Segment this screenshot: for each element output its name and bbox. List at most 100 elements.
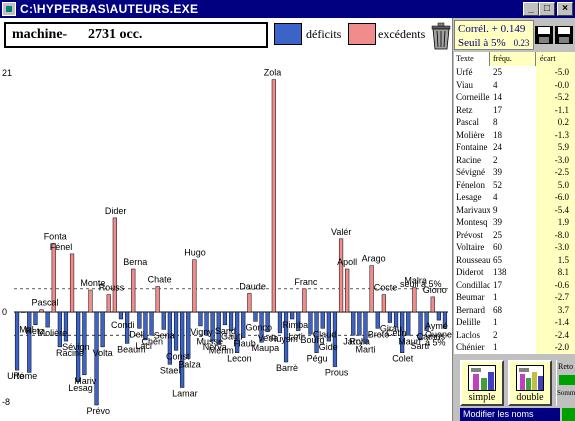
bar-barrès[interactable] [283, 311, 289, 363]
bar-lamartine[interactable] [180, 311, 185, 388]
bar-sand[interactable] [222, 311, 228, 326]
bar-sartre[interactable] [418, 311, 423, 341]
table-row[interactable]: Rousseau 65 1.5 [454, 253, 575, 266]
bar-jarry[interactable] [351, 311, 356, 336]
bar-daudet[interactable] [247, 293, 252, 313]
bar-queneau[interactable] [442, 311, 448, 329]
bar-aragon[interactable] [369, 265, 374, 313]
bar-viau[interactable] [21, 311, 26, 313]
table-row[interactable]: Chénier 1 -2.0 [454, 341, 575, 354]
bar-bourget[interactable] [308, 311, 313, 335]
bar-musset[interactable] [204, 311, 209, 336]
bar-montesq[interactable] [88, 289, 93, 313]
save-disk-icon[interactable] [534, 24, 554, 46]
bar-breton[interactable] [375, 311, 380, 329]
bar-vigny[interactable] [198, 311, 203, 327]
minimize-button[interactable]: _ [523, 2, 539, 16]
bar-malraux[interactable] [412, 287, 417, 313]
bar-céline[interactable] [393, 311, 399, 328]
bar-bernard[interactable] [131, 268, 136, 313]
bar-lesage[interactable] [76, 311, 81, 382]
bar-hugo[interactable] [192, 259, 197, 313]
bar-maupassant[interactable] [259, 311, 264, 343]
bar-péguy[interactable] [314, 311, 319, 353]
table-row[interactable]: Beumar 1 -2.7 [454, 291, 575, 304]
table-row[interactable]: Delille 1 -1.4 [454, 316, 575, 329]
bar-nerval[interactable] [210, 311, 215, 342]
bar-giraudoux[interactable] [387, 311, 393, 323]
bar-condillac[interactable] [118, 311, 124, 320]
bar-voltaire[interactable] [100, 311, 105, 348]
bar-senancour[interactable] [161, 311, 166, 330]
bar-corneille[interactable] [27, 311, 32, 373]
table-row[interactable]: Lesage 4 -6.0 [454, 191, 575, 204]
maximize-button[interactable]: □ [539, 2, 555, 16]
reto-button[interactable]: Reto Somma [556, 360, 575, 406]
bar-delille[interactable] [137, 311, 142, 329]
table-row[interactable]: Fénelon 52 5.0 [454, 178, 575, 191]
table-row[interactable]: Prévost 25 -8.0 [454, 228, 575, 241]
table-row[interactable]: Diderot 138 8.1 [454, 266, 575, 279]
bar-valéry[interactable] [338, 238, 344, 313]
table-row[interactable]: Laclos 2 -2.4 [454, 328, 575, 341]
table-row[interactable]: Sévigné 39 -2.5 [454, 166, 575, 179]
bar-pascal[interactable] [39, 309, 44, 313]
bar-rimbaud[interactable] [290, 311, 295, 320]
table-row[interactable]: Urfé 25 -5.0 [454, 66, 575, 79]
double-button[interactable]: double [508, 360, 552, 406]
bar-laclos[interactable] [143, 311, 148, 341]
bar-zola[interactable] [271, 79, 276, 313]
table-row[interactable]: Voltaire 60 -3.0 [454, 241, 575, 254]
bar-marivaux[interactable] [82, 311, 87, 376]
table-row[interactable]: Racine 2 -3.0 [454, 153, 575, 166]
back-arrow-icon[interactable] [562, 408, 575, 421]
table-row[interactable]: Retz 17 -1.1 [454, 103, 575, 116]
bar-racine[interactable] [57, 311, 62, 348]
bar-claudel[interactable] [320, 311, 325, 329]
bar-fénelon[interactable] [69, 253, 75, 313]
bar-apollinaire[interactable] [345, 268, 350, 313]
table-row[interactable]: Montesq 39 1.9 [454, 216, 575, 229]
bar-flaubert[interactable] [241, 311, 246, 338]
bar-staël[interactable] [167, 311, 172, 365]
bar-gautier[interactable] [228, 311, 234, 331]
bar-giono[interactable] [430, 296, 435, 313]
bar-urfé[interactable] [14, 311, 20, 371]
bar-prévost[interactable] [94, 311, 99, 406]
bar-cocteau[interactable] [381, 294, 386, 313]
bar-loti[interactable] [296, 311, 301, 331]
bar-chénier[interactable] [149, 311, 154, 336]
bar-martin[interactable] [363, 311, 368, 344]
bar-mauriac[interactable] [406, 311, 411, 336]
save-disk-alt-icon[interactable] [554, 24, 574, 46]
bar-rolland[interactable] [357, 311, 362, 336]
bar-aymé[interactable] [436, 311, 441, 321]
bar-constant[interactable] [173, 311, 179, 351]
bar-fontaine[interactable] [51, 243, 56, 313]
modify-names-button[interactable]: Modifier les noms [460, 408, 560, 421]
bar-balzac[interactable] [186, 311, 191, 359]
table-row[interactable]: Condillac 17 -0.6 [454, 278, 575, 291]
bar-france[interactable] [302, 288, 307, 313]
bar-retz[interactable] [33, 311, 38, 326]
bar-beumar[interactable] [125, 311, 130, 344]
table-row[interactable]: Molière 18 -1.3 [454, 128, 575, 141]
bar-camus[interactable] [424, 311, 429, 331]
app-icon[interactable] [2, 2, 16, 16]
bar-gide[interactable] [326, 311, 331, 342]
simple-button[interactable]: simple [460, 360, 504, 406]
bar-mérimée[interactable] [216, 311, 221, 345]
table-row[interactable]: Pascal 8 0.2 [454, 116, 575, 129]
close-button[interactable]: × [557, 2, 573, 16]
bar-goncourt[interactable] [253, 311, 258, 322]
bar-sévigné[interactable] [63, 311, 69, 342]
trash-icon[interactable] [430, 22, 452, 50]
bar-verlaine[interactable] [265, 311, 270, 333]
table-row[interactable]: Fontaine 24 5.9 [454, 141, 575, 154]
bar-rousseau[interactable] [106, 294, 111, 313]
bar-molière[interactable] [45, 311, 50, 328]
bar-diderot[interactable] [112, 217, 117, 313]
table-row[interactable]: Viau 4 -0.0 [454, 78, 575, 91]
bar-colette[interactable] [400, 311, 405, 353]
bar-huysmans[interactable] [277, 311, 283, 334]
